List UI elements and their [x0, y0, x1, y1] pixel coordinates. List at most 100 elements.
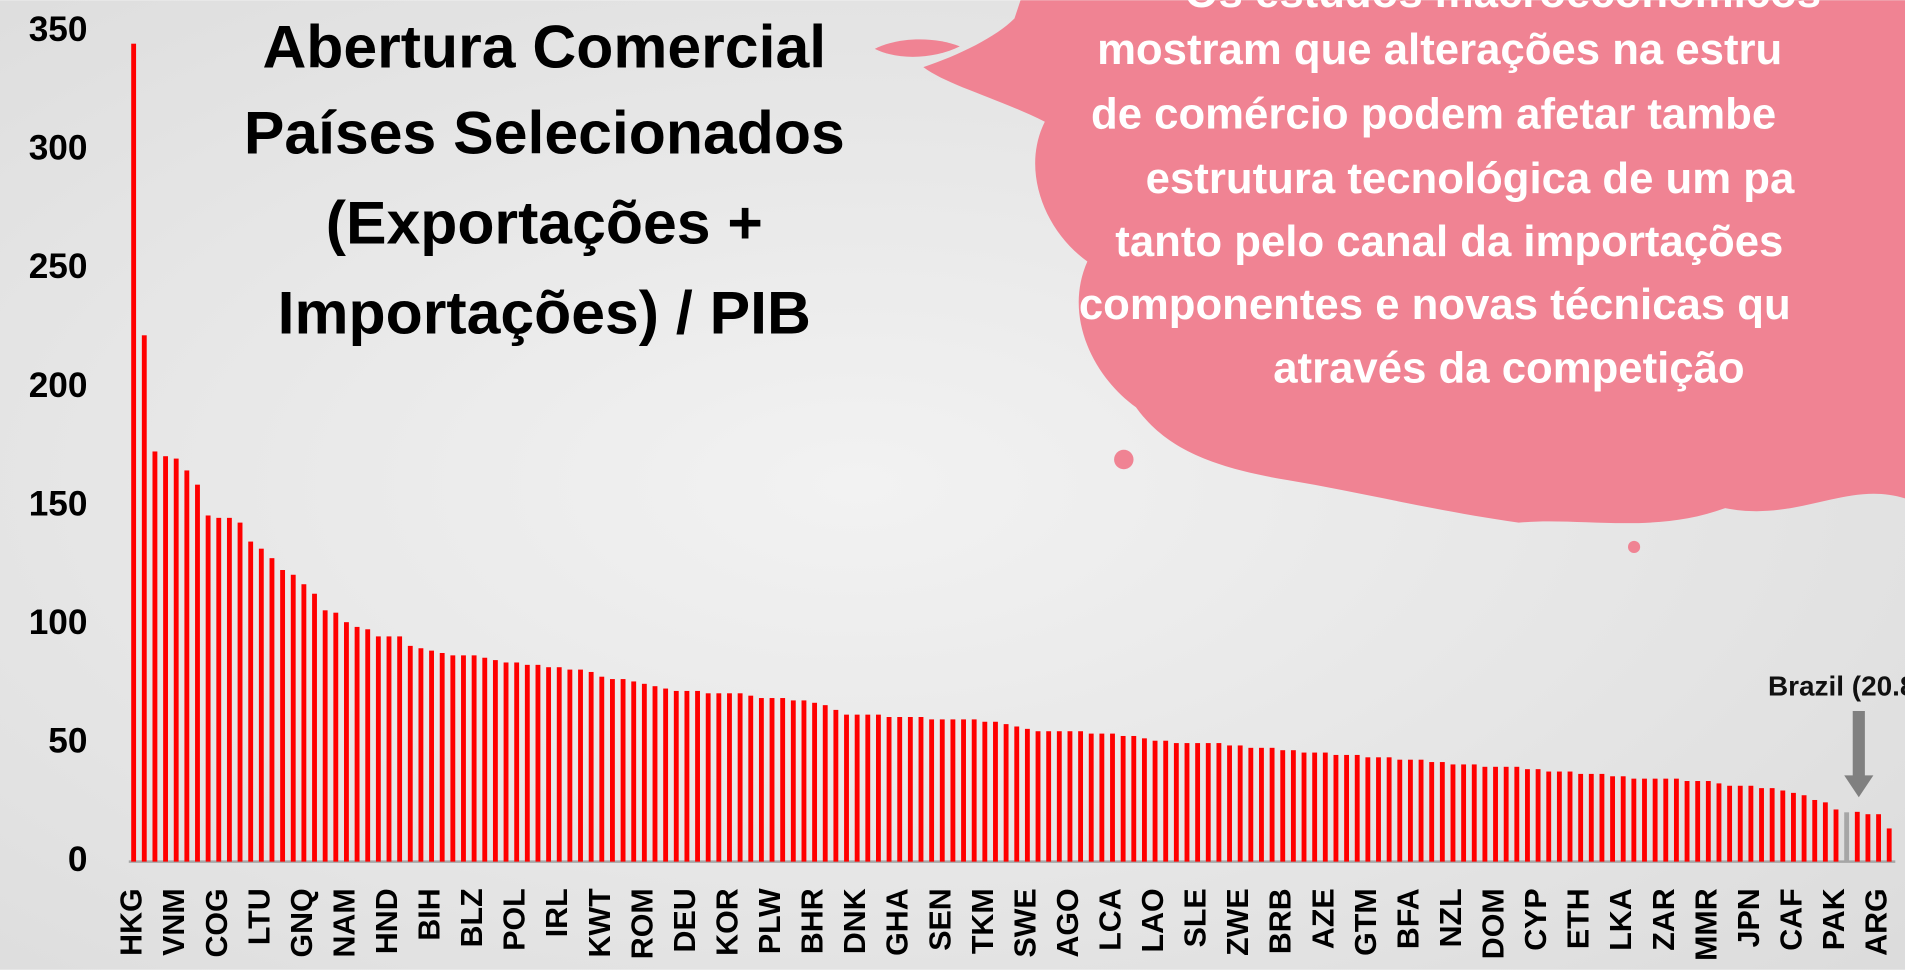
- bar: [1705, 781, 1711, 862]
- bar: [1227, 745, 1232, 862]
- bar: [1407, 759, 1413, 862]
- bar: [1269, 747, 1275, 862]
- bar: [1237, 745, 1243, 862]
- bar: [737, 693, 743, 862]
- bar: [1173, 743, 1179, 862]
- bar: [1620, 776, 1626, 862]
- bar: [907, 717, 913, 862]
- x-tick-label: SWE: [1009, 888, 1042, 957]
- chart-title: Importações) / PIB: [278, 278, 811, 346]
- bar: [163, 456, 168, 862]
- chart-title: Países Selecionados: [244, 99, 845, 167]
- bar: [365, 629, 371, 862]
- bar: [961, 719, 966, 862]
- bar: [1429, 762, 1435, 862]
- bar: [301, 584, 307, 862]
- bar: [131, 43, 137, 862]
- bar: [897, 717, 903, 862]
- bar: [610, 679, 615, 862]
- bar: [1195, 743, 1201, 862]
- bar: [631, 681, 637, 862]
- bar: [1110, 733, 1115, 862]
- callout-drop: [874, 39, 960, 57]
- x-tick-label: BIH: [414, 888, 447, 940]
- y-tick-label: 150: [29, 484, 88, 523]
- bar: [599, 676, 605, 862]
- callout-text: Os estudos macroeconômicos: [1185, 0, 1822, 17]
- x-tick-label: AGO: [1052, 888, 1085, 957]
- x-tick-label: NZL: [1435, 888, 1468, 947]
- x-tick-label: LCA: [1095, 888, 1128, 950]
- bar: [1886, 828, 1892, 862]
- bar: [1546, 771, 1552, 862]
- bar: [1556, 771, 1562, 862]
- bar: [641, 683, 647, 862]
- bar: [833, 709, 839, 862]
- bar: [1801, 795, 1807, 862]
- bar: [971, 719, 977, 862]
- bar: [418, 648, 424, 862]
- bar: [280, 570, 286, 862]
- x-tick-label: SLE: [1180, 888, 1213, 947]
- bar: [1737, 785, 1743, 862]
- x-tick-label: BHR: [797, 888, 830, 954]
- x-tick-label: ETH: [1563, 888, 1596, 949]
- bar: [1344, 754, 1350, 862]
- bar: [312, 593, 317, 862]
- bar: [1301, 752, 1307, 862]
- x-tick-label: COG: [201, 888, 234, 957]
- bar: [556, 667, 562, 862]
- bar: [524, 664, 530, 862]
- bar: [1450, 764, 1456, 862]
- bar: [1748, 785, 1754, 862]
- bar: [854, 714, 860, 862]
- bar: [1716, 783, 1722, 862]
- chart-title: (Exportações +: [326, 188, 763, 256]
- bar: [1727, 785, 1733, 862]
- x-tick-label: GHA: [882, 888, 915, 956]
- bar: [1759, 788, 1764, 862]
- bar: [1642, 778, 1647, 862]
- x-tick-label: LAO: [1137, 888, 1170, 952]
- x-tick-label: MMR: [1690, 888, 1723, 961]
- bar: [322, 610, 328, 862]
- x-tick-label: ROM: [626, 888, 659, 959]
- bar: [152, 451, 158, 862]
- bar: [184, 470, 190, 862]
- bar: [1046, 731, 1052, 862]
- bar: [1567, 771, 1573, 862]
- bar: [1152, 740, 1158, 862]
- bar: [769, 698, 775, 862]
- bar: [1216, 743, 1222, 862]
- bar: [1365, 757, 1371, 862]
- y-tick-label: 300: [29, 129, 88, 168]
- bar: [1854, 811, 1860, 862]
- x-tick-label: NAM: [328, 888, 361, 957]
- bar: [237, 522, 243, 862]
- bar: [439, 652, 445, 862]
- bar: [1791, 792, 1796, 862]
- bar: [716, 693, 722, 862]
- bar: [1259, 747, 1264, 862]
- bar: [503, 662, 509, 862]
- bar: [1652, 778, 1658, 862]
- bar: [1812, 799, 1818, 862]
- x-tick-label: IRL: [541, 888, 574, 937]
- x-tick-label: CAF: [1775, 888, 1808, 950]
- bar: [1120, 735, 1126, 862]
- x-tick-label: DNK: [839, 888, 872, 954]
- x-tick-label: SEN: [924, 888, 957, 950]
- bar: [1599, 773, 1605, 862]
- x-tick-label: VNM: [158, 888, 191, 955]
- bar: [397, 636, 403, 862]
- bar: [982, 721, 988, 862]
- bar: [1248, 747, 1254, 862]
- bar: [205, 515, 211, 862]
- bar: [567, 669, 573, 862]
- bar: [1865, 814, 1871, 862]
- callout-text: componentes e novas técnicas qu: [1079, 280, 1791, 329]
- x-tick-label: DOM: [1478, 888, 1511, 959]
- y-tick-label: 350: [29, 10, 88, 49]
